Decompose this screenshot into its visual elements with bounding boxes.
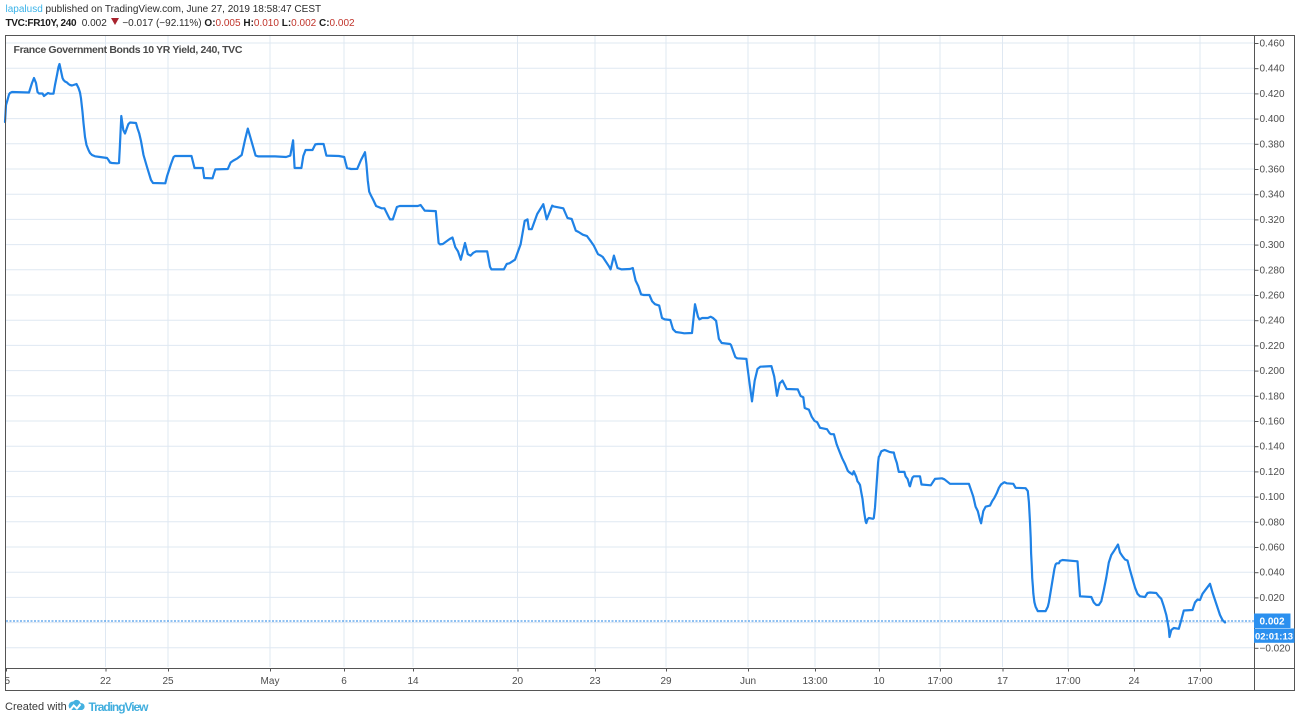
- svg-text:17:00: 17:00: [1187, 676, 1212, 687]
- svg-text:0.420: 0.420: [1260, 89, 1285, 100]
- svg-text:0.280: 0.280: [1260, 265, 1285, 276]
- svg-text:29: 29: [660, 676, 672, 687]
- svg-text:−0.020: −0.020: [1260, 643, 1291, 654]
- svg-text:17:00: 17:00: [1055, 676, 1080, 687]
- svg-text:0.100: 0.100: [1260, 492, 1285, 503]
- svg-text:14: 14: [407, 676, 419, 687]
- svg-text:0.400: 0.400: [1260, 114, 1285, 125]
- svg-text:17:00: 17:00: [927, 676, 952, 687]
- svg-text:0.260: 0.260: [1260, 291, 1285, 302]
- svg-text:0.020: 0.020: [1260, 593, 1285, 604]
- svg-text:10: 10: [873, 676, 885, 687]
- svg-text:0.240: 0.240: [1260, 316, 1285, 327]
- svg-text:0.340: 0.340: [1260, 190, 1285, 201]
- svg-text:0.360: 0.360: [1260, 165, 1285, 176]
- svg-text:0.140: 0.140: [1260, 442, 1285, 453]
- svg-text:0.200: 0.200: [1260, 366, 1285, 377]
- svg-text:France Government Bonds 10 YR: France Government Bonds 10 YR Yield, 240…: [14, 44, 243, 56]
- svg-text:6: 6: [341, 676, 347, 687]
- svg-text:0.040: 0.040: [1260, 568, 1285, 579]
- svg-text:0.220: 0.220: [1260, 341, 1285, 352]
- svg-text:May: May: [261, 676, 280, 687]
- svg-text:0.002: 0.002: [1259, 616, 1284, 627]
- svg-text:0.460: 0.460: [1260, 39, 1285, 50]
- svg-text:17: 17: [997, 676, 1009, 687]
- svg-text:23: 23: [589, 676, 601, 687]
- svg-text:0.160: 0.160: [1260, 417, 1285, 428]
- svg-text:0.300: 0.300: [1260, 240, 1285, 251]
- svg-text:20: 20: [512, 676, 524, 687]
- svg-text:0.320: 0.320: [1260, 215, 1285, 226]
- svg-text:0.180: 0.180: [1260, 391, 1285, 402]
- svg-text:0.080: 0.080: [1260, 517, 1285, 528]
- svg-text:0.120: 0.120: [1260, 467, 1285, 478]
- svg-text:25: 25: [162, 676, 174, 687]
- svg-text:5: 5: [5, 676, 11, 687]
- svg-text:Jun: Jun: [740, 676, 756, 687]
- svg-text:13:00: 13:00: [802, 676, 827, 687]
- svg-text:0.060: 0.060: [1260, 543, 1285, 554]
- svg-text:0.440: 0.440: [1260, 64, 1285, 75]
- svg-text:02:01:13: 02:01:13: [1255, 632, 1293, 643]
- svg-text:24: 24: [1128, 676, 1140, 687]
- svg-text:22: 22: [100, 676, 112, 687]
- svg-text:0.380: 0.380: [1260, 139, 1285, 150]
